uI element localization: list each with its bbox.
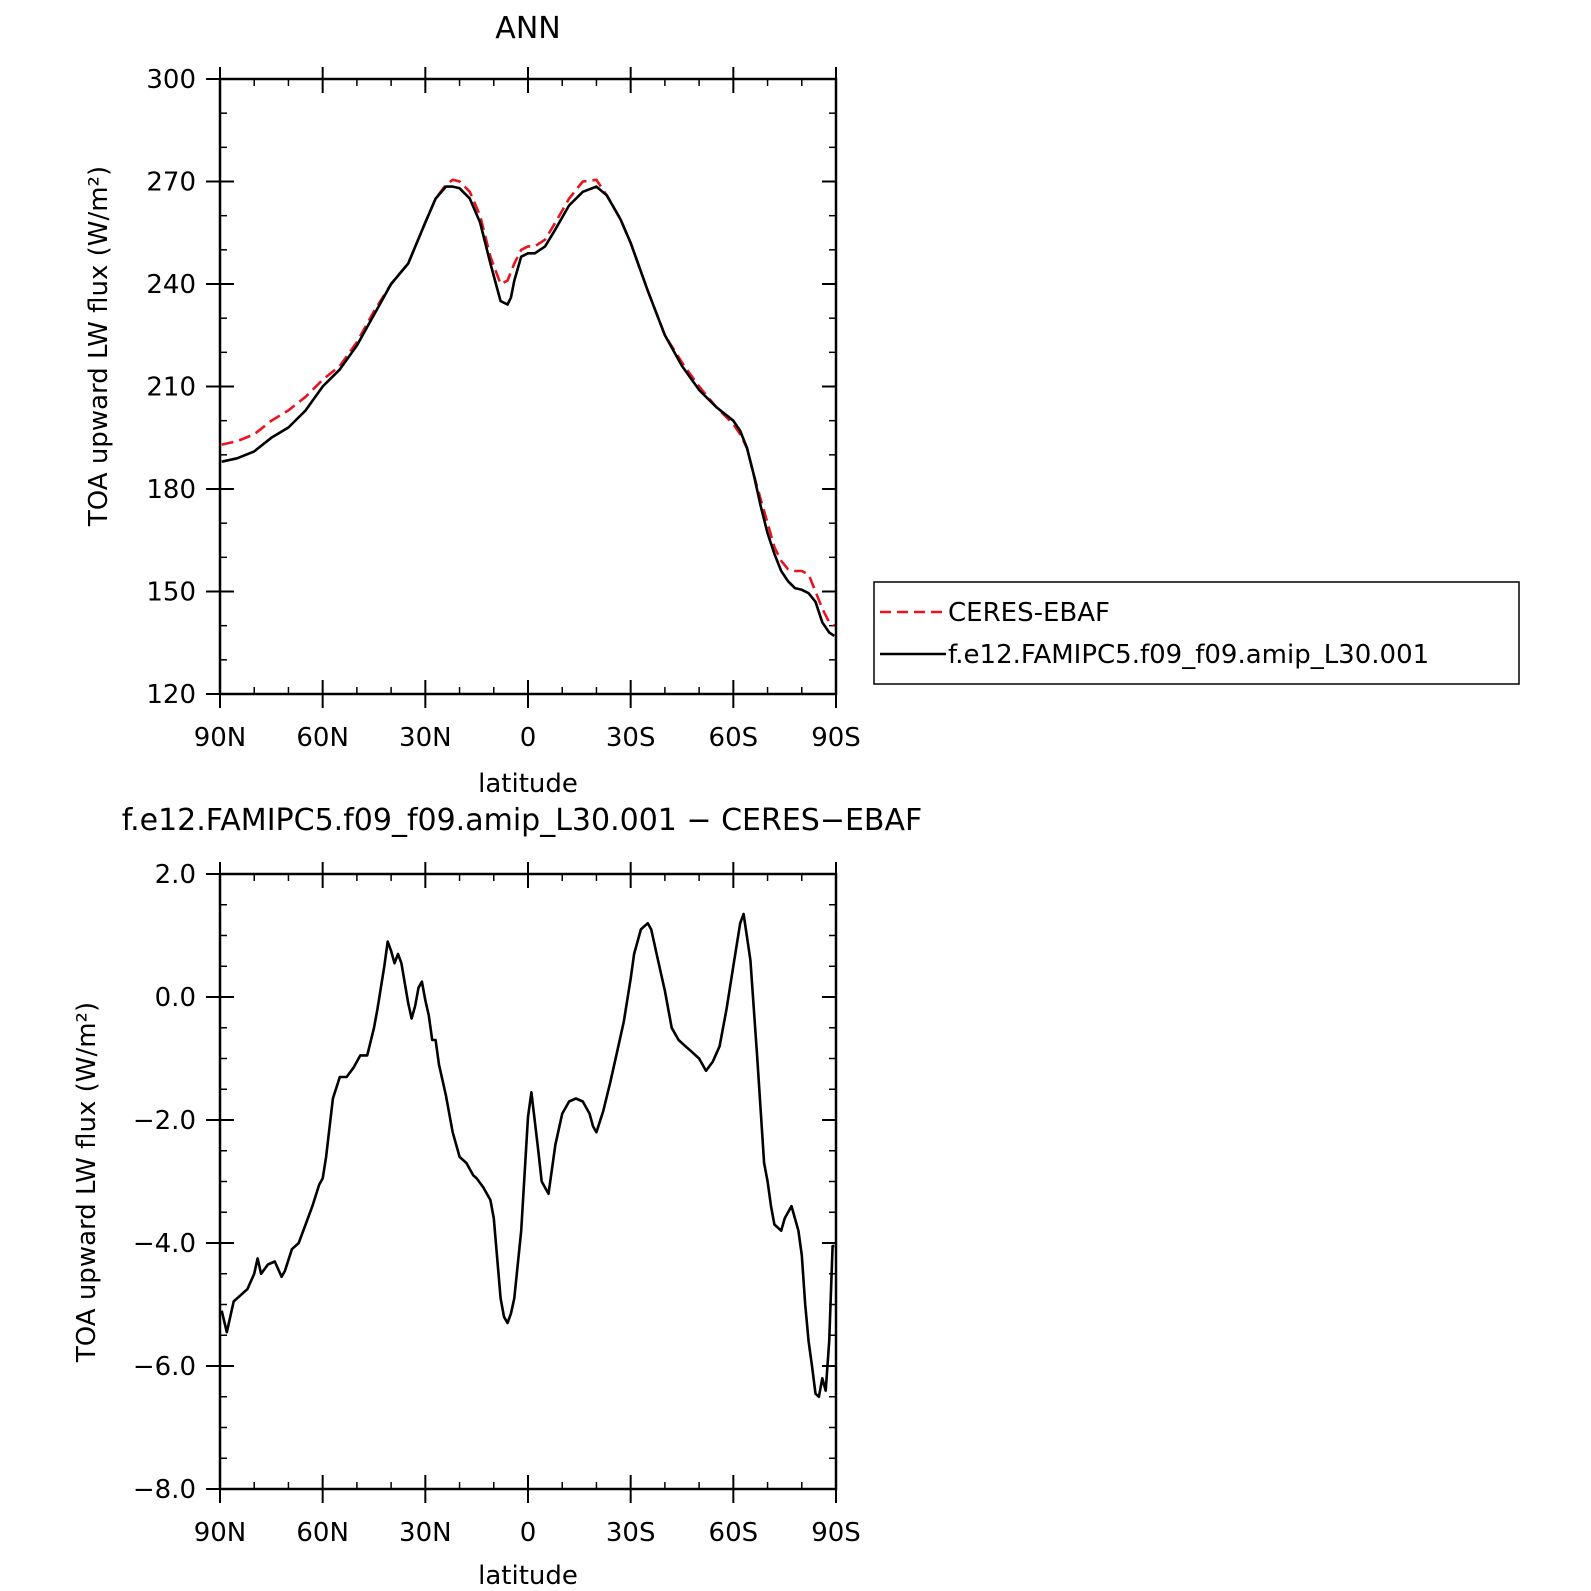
y-tick-label-bottom-4: −6.0 [133,1352,196,1382]
y-tick-label-top-4: 180 [146,475,196,505]
x-tick-label-bottom-1: 60N [296,1518,349,1548]
x-tick-label-top-5: 60S [709,723,759,753]
x-tick-label-bottom-0: 90N [194,1518,247,1548]
chart-bottom-title: f.e12.FAMIPC5.f09_f09.amip_L30.001 − CER… [122,803,923,838]
y-tick-label-top-1: 270 [146,168,196,198]
chart-top-panel: ANN latitude TOA upward LW flux (W/m²) 3… [84,11,861,799]
x-tick-label-bottom-3: 0 [520,1518,537,1548]
chart-top-ylabel: TOA upward LW flux (W/m²) [84,166,114,527]
x-tick-label-bottom-2: 30N [399,1518,452,1548]
y-tick-label-top-5: 150 [146,578,196,608]
x-tick-label-top-3: 0 [520,723,537,753]
chart-top-title: ANN [495,11,560,46]
legend: CERES-EBAF f.e12.FAMIPC5.f09_f09.amip_L3… [873,581,1520,685]
chart-bottom-xlabel: latitude [478,1561,578,1591]
x-tick-label-top-1: 60N [296,723,349,753]
y-tick-label-top-3: 210 [146,373,196,403]
y-tick-label-top-6: 120 [146,680,196,710]
y-tick-label-bottom-0: 2.0 [155,860,196,890]
chart-bottom-frame [218,872,838,1491]
series-line-top-0 [221,178,836,627]
x-tick-label-bottom-4: 30S [606,1518,656,1548]
y-tick-label-top-2: 240 [146,270,196,300]
legend-label-ceres-ebaf: CERES-EBAF [948,598,1110,628]
series-line-top-1 [221,185,836,637]
y-tick-label-bottom-5: −8.0 [133,1475,196,1505]
series-line-bottom-0 [220,912,835,1399]
chart-bottom-panel: f.e12.FAMIPC5.f09_f09.amip_L30.001 − CER… [72,803,922,1591]
y-tick-label-bottom-3: −4.0 [133,1229,196,1259]
x-tick-label-top-2: 30N [399,723,452,753]
y-tick-label-top-0: 300 [146,65,196,95]
x-tick-label-top-0: 90N [194,723,247,753]
chart-bottom-series [220,912,835,1399]
x-tick-label-bottom-5: 60S [709,1518,759,1548]
x-tick-label-bottom-6: 90S [811,1518,861,1548]
chart-top-frame [218,77,838,696]
legend-label-model: f.e12.FAMIPC5.f09_f09.amip_L30.001 [948,640,1429,670]
legend-box [873,581,1520,685]
x-tick-label-top-6: 90S [811,723,861,753]
y-tick-label-bottom-1: 0.0 [155,983,196,1013]
chart-top-xlabel: latitude [478,769,578,799]
x-tick-label-top-4: 30S [606,723,656,753]
chart-top-series [221,178,836,637]
chart-bottom-ylabel: TOA upward LW flux (W/m²) [72,1002,102,1363]
y-tick-label-bottom-2: −2.0 [133,1106,196,1136]
chart-top-ticks: 300 270 240 210 180 150 120 90N 60N 30N 0 30S 60S 90S [146,65,860,753]
